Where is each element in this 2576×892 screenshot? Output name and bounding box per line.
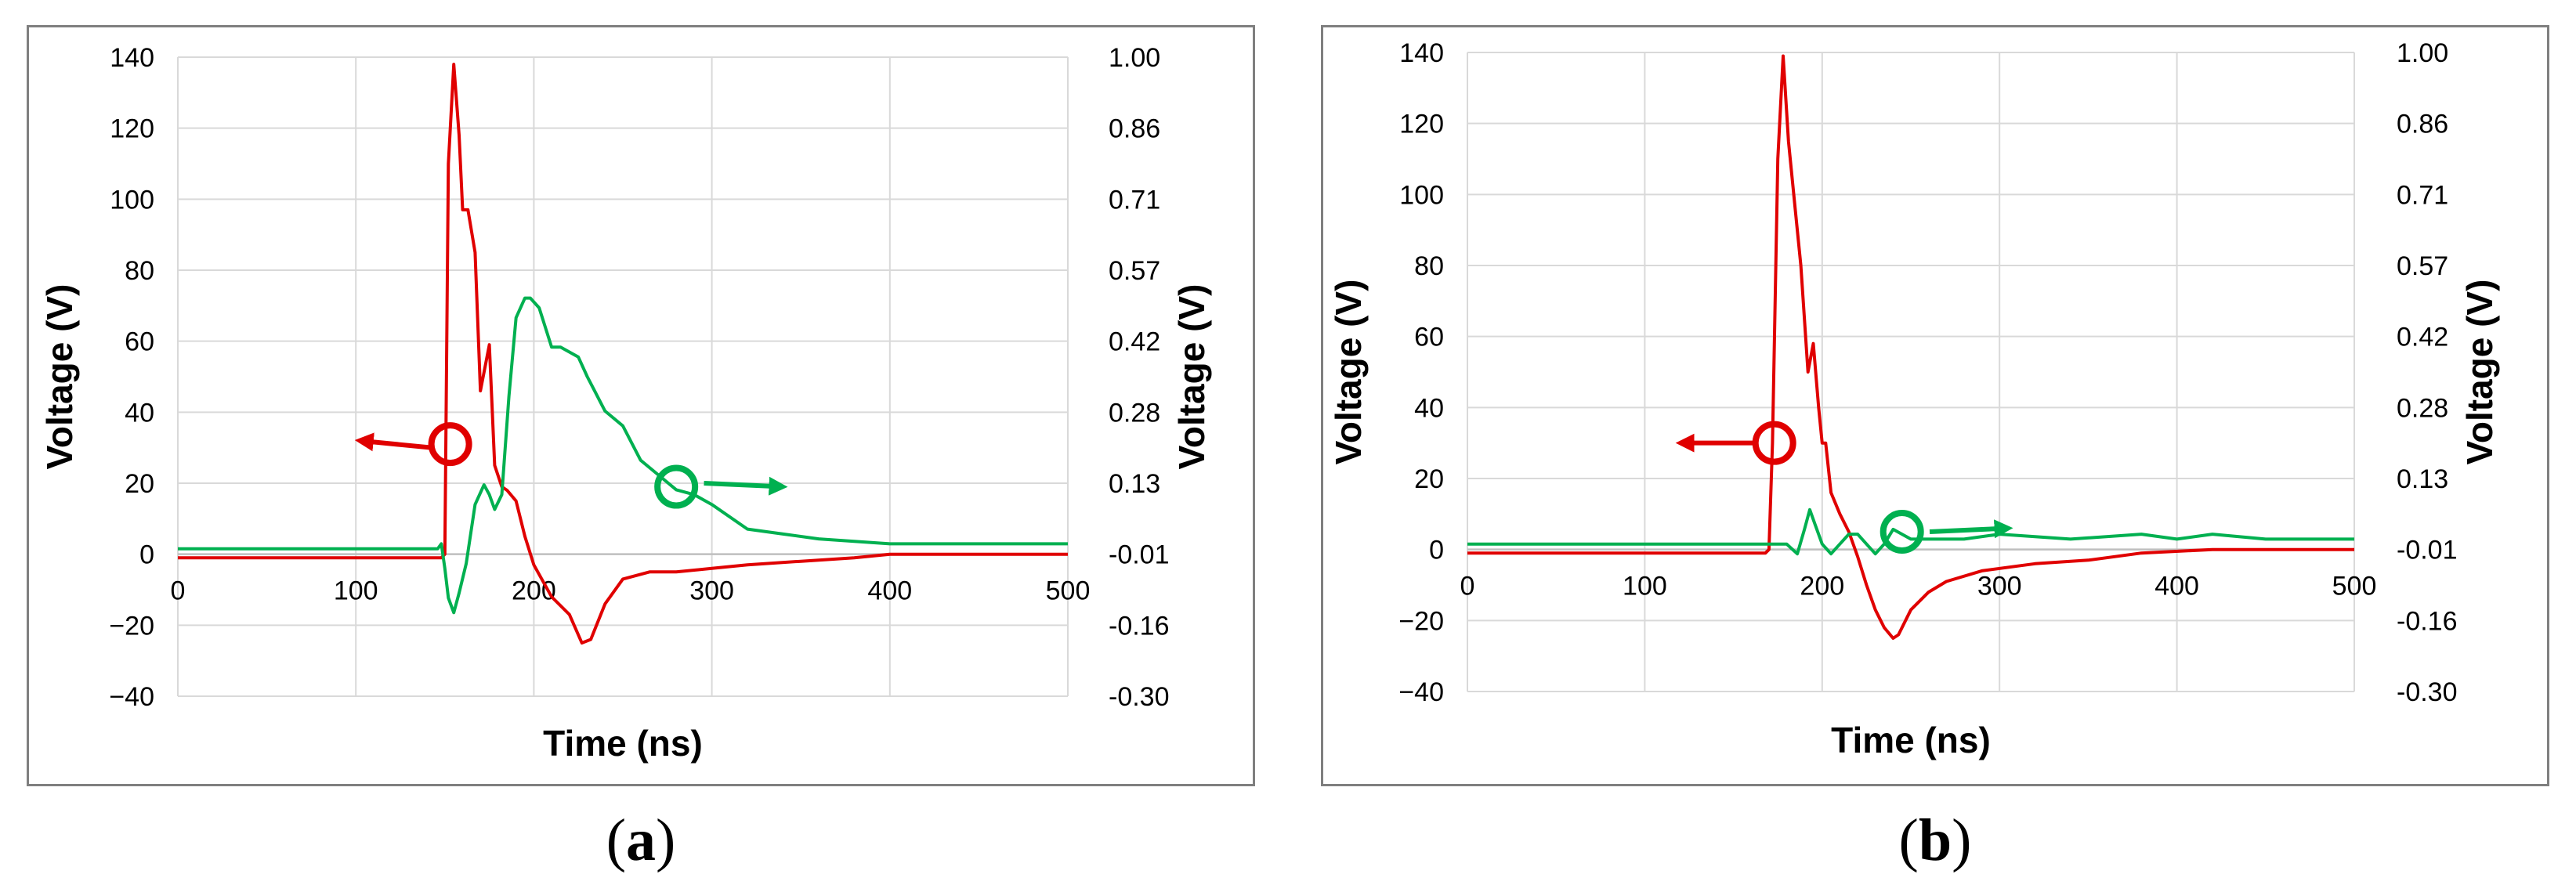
y2-tick-label: -0.01 <box>1109 540 1170 570</box>
left-axis-arrow <box>354 432 432 452</box>
caption-a-close: ) <box>656 807 676 873</box>
y2-tick-label: 0.42 <box>1109 327 1160 357</box>
x-tick-label: 400 <box>867 576 912 606</box>
y2-tick-label: 1.00 <box>1109 43 1160 73</box>
red-series-marker-circle <box>428 422 472 467</box>
x-tick-label: 300 <box>689 576 734 606</box>
y-axis-title: Voltage (V) <box>1328 280 1369 465</box>
y2-axis-title: Voltage (V) <box>2459 280 2500 465</box>
caption-a-letter: a <box>626 807 656 873</box>
y-tick-label: 100 <box>1399 180 1444 210</box>
x-tick-label: 200 <box>1800 572 1844 601</box>
y-tick-label: 140 <box>1399 38 1444 68</box>
x-axis-title: Time (ns) <box>543 723 703 764</box>
grid <box>177 56 1069 697</box>
y2-tick-label: -0.30 <box>2397 677 2458 707</box>
caption-b: (b) <box>1857 807 2013 875</box>
y2-tick-label: -0.30 <box>1109 682 1170 712</box>
y2-tick-label: 0.28 <box>1109 398 1160 428</box>
red-series-line <box>1467 54 2354 640</box>
y2-tick-label: 0.42 <box>2397 323 2448 352</box>
y2-tick-label: -0.01 <box>2397 536 2458 565</box>
y2-tick-label: 0.13 <box>1109 469 1160 499</box>
x-tick-label: 400 <box>2155 572 2199 601</box>
chart-b: −40 −20 0 20 40 60 80 100 120 140 -0.30 -0.16 -0.01 0… <box>1328 38 2500 760</box>
right-axis-arrow <box>704 476 788 496</box>
red-series-line <box>178 63 1068 645</box>
y-tick-label: 20 <box>1414 464 1444 494</box>
caption-a: (a) <box>563 807 719 875</box>
y2-tick-label: 0.13 <box>2397 464 2448 494</box>
y2-tick-label: 0.28 <box>2397 393 2448 423</box>
y-tick-label: 40 <box>125 398 154 428</box>
green-series-marker-circle <box>1880 510 1924 554</box>
y2-tick-label: -0.16 <box>1109 611 1170 641</box>
x-tick-label: 0 <box>171 576 186 606</box>
y-axis-title: Voltage (V) <box>39 284 80 470</box>
y2-tick-label: 0.71 <box>1109 185 1160 215</box>
chart-a: −40 −20 0 20 40 60 80 100 120 140 -0.30 -0.16 -0.01 0… <box>39 43 1212 764</box>
y2-tick-label: 0.86 <box>2397 110 2448 139</box>
y-tick-label: 60 <box>125 327 154 357</box>
panel-b: −40 −20 0 20 40 60 80 100 120 140 -0.30 -0.16 -0.01 0… <box>1321 25 2549 786</box>
y-tick-label: −20 <box>109 611 154 641</box>
y-tick-label: 80 <box>125 256 154 286</box>
y-tick-label: 100 <box>110 185 154 215</box>
caption-b-close: ) <box>1952 807 1972 873</box>
green-series-line <box>1467 507 2354 556</box>
caption-b-open: ( <box>1898 807 1919 873</box>
panel-a: −40 −20 0 20 40 60 80 100 120 140 -0.30 -0.16 -0.01 0… <box>27 25 1255 786</box>
y-tick-label: 80 <box>1414 251 1444 281</box>
y2-tick-label: 1.00 <box>2397 38 2448 68</box>
x-axis-title: Time (ns) <box>1831 720 1991 760</box>
x-tick-label: 500 <box>1046 576 1091 606</box>
y2-tick-label: 0.71 <box>2397 180 2448 210</box>
y2-axis-title: Voltage (V) <box>1171 284 1212 470</box>
caption-a-open: ( <box>606 807 626 873</box>
y-tick-label: 60 <box>1414 323 1444 352</box>
green-series-marker-circle <box>654 464 699 509</box>
x-tick-label: 100 <box>1623 572 1667 601</box>
y-tick-label: 120 <box>110 114 154 144</box>
y-tick-label: 140 <box>110 43 154 73</box>
x-tick-label: 500 <box>2332 572 2377 601</box>
grid <box>1467 52 2355 692</box>
green-series-line <box>178 296 1068 615</box>
y2-tick-label: 0.57 <box>1109 256 1160 286</box>
y-tick-label: 20 <box>125 469 154 499</box>
x-tick-label: 300 <box>1977 572 2022 601</box>
y-tick-label: −40 <box>1398 677 1444 707</box>
red-series-marker-circle <box>1752 421 1796 465</box>
y2-tick-label: 0.57 <box>2397 251 2448 281</box>
x-tick-label: 0 <box>1460 572 1475 601</box>
y-tick-label: 120 <box>1399 110 1444 139</box>
y-tick-label: 0 <box>139 540 154 570</box>
right-axis-arrow <box>1929 519 2013 539</box>
caption-b-letter: b <box>1918 807 1952 873</box>
y2-tick-label: -0.16 <box>2397 606 2458 636</box>
y-tick-label: −40 <box>109 682 154 712</box>
y-tick-label: −20 <box>1398 606 1444 636</box>
y-tick-label: 0 <box>1429 536 1444 565</box>
y2-tick-label: 0.86 <box>1109 114 1160 144</box>
x-tick-label: 100 <box>334 576 378 606</box>
y-tick-label: 40 <box>1414 393 1444 423</box>
